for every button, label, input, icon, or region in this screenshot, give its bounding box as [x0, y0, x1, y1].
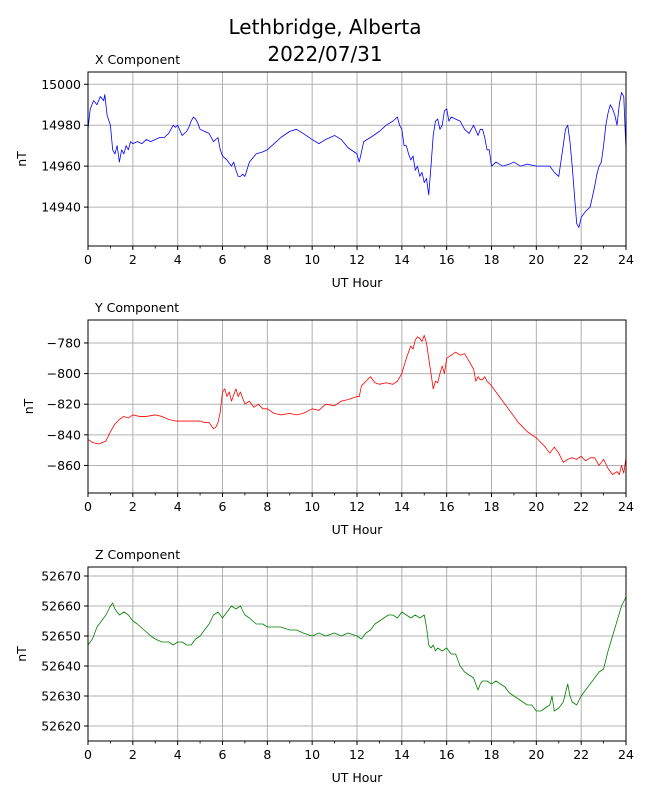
- x-xtick-label-12: 24: [618, 252, 634, 267]
- x-xtick-label-5: 10: [304, 252, 320, 267]
- x-xtick-label-3: 6: [219, 252, 227, 267]
- figure-title-location: Lethbridge, Alberta: [228, 15, 421, 39]
- y-xtick-label-11: 22: [573, 499, 589, 514]
- z-ytick-label-2: 52640: [41, 659, 81, 674]
- z-ytick-label-1: 52630: [41, 689, 81, 704]
- x-yaxis-label: nT: [14, 151, 29, 167]
- y-ytick-label-4: −780: [47, 335, 81, 350]
- z-xtick-label-9: 18: [484, 747, 500, 762]
- x-xtick-label-11: 22: [573, 252, 589, 267]
- y-xtick-label-4: 8: [263, 499, 271, 514]
- panel-y-component: 0 2 4 6 8 10 12 14 16 18 20 22 24−860−840−820−800−78…: [21, 300, 634, 537]
- y-xtick-label-5: 10: [304, 499, 320, 514]
- y-ytick-label-3: −800: [47, 366, 81, 381]
- x-xtick-label-8: 16: [439, 252, 455, 267]
- x-panel-title: X Component: [95, 52, 180, 67]
- z-xtick-label-2: 4: [174, 747, 182, 762]
- z-ytick-label-0: 52620: [41, 719, 81, 734]
- x-xtick-label-7: 14: [394, 252, 410, 267]
- y-xtick-label-9: 18: [484, 499, 500, 514]
- panel-z-component: 0 2 4 6 8 10 12 14 16 18 20 22 245262052630526405265…: [14, 547, 634, 785]
- z-xtick-label-7: 14: [394, 747, 410, 762]
- z-xtick-label-11: 22: [573, 747, 589, 762]
- x-ytick-label-1: 14960: [41, 159, 81, 174]
- x-series-line: [87, 92, 627, 228]
- z-xtick-label-3: 6: [219, 747, 227, 762]
- y-xtick-label-1: 2: [129, 499, 137, 514]
- x-xaxis-label: UT Hour: [332, 275, 384, 290]
- y-xaxis-label: UT Hour: [332, 522, 384, 537]
- y-xtick-label-6: 12: [349, 499, 365, 514]
- y-xtick-label-3: 6: [219, 499, 227, 514]
- z-series-line: [87, 596, 627, 712]
- panel-x-component: 0 2 4 6 8 10 12 14 16 18 20 22 241494014960149801500…: [14, 52, 634, 290]
- y-xtick-label-7: 14: [394, 499, 410, 514]
- y-yaxis-label: nT: [21, 398, 36, 414]
- y-xtick-label-2: 4: [174, 499, 182, 514]
- z-xaxis-label: UT Hour: [332, 770, 384, 785]
- x-ytick-label-2: 14980: [41, 118, 81, 133]
- x-xtick-label-0: 0: [84, 252, 92, 267]
- y-ytick-label-0: −860: [47, 458, 81, 473]
- y-xtick-label-12: 24: [618, 499, 634, 514]
- z-xtick-label-5: 10: [304, 747, 320, 762]
- y-xtick-label-10: 20: [528, 499, 544, 514]
- x-xtick-label-4: 8: [263, 252, 271, 267]
- z-ytick-label-4: 52660: [41, 599, 81, 614]
- x-xtick-label-10: 20: [528, 252, 544, 267]
- z-xtick-label-6: 12: [349, 747, 365, 762]
- y-ytick-label-1: −840: [47, 427, 81, 442]
- z-xtick-label-4: 8: [263, 747, 271, 762]
- figure-title-date: 2022/07/31: [267, 42, 382, 66]
- x-ytick-label-3: 15000: [41, 77, 81, 92]
- x-xtick-label-6: 12: [349, 252, 365, 267]
- z-xtick-label-12: 24: [618, 747, 634, 762]
- y-ytick-label-2: −820: [47, 397, 81, 412]
- x-xtick-label-2: 4: [174, 252, 182, 267]
- x-xtick-label-9: 18: [484, 252, 500, 267]
- x-xtick-label-1: 2: [129, 252, 137, 267]
- z-yaxis-label: nT: [14, 646, 29, 662]
- x-ytick-label-0: 14940: [41, 200, 81, 215]
- z-ytick-label-3: 52650: [41, 629, 81, 644]
- y-xtick-label-0: 0: [84, 499, 92, 514]
- z-xtick-label-10: 20: [528, 747, 544, 762]
- y-panel-title: Y Component: [94, 300, 179, 315]
- y-xtick-label-8: 16: [439, 499, 455, 514]
- z-ytick-label-5: 52670: [41, 569, 81, 584]
- z-xtick-label-0: 0: [84, 747, 92, 762]
- z-xtick-label-1: 2: [129, 747, 137, 762]
- z-xtick-label-8: 16: [439, 747, 455, 762]
- z-panel-title: Z Component: [95, 547, 180, 562]
- y-series-line: [87, 334, 627, 476]
